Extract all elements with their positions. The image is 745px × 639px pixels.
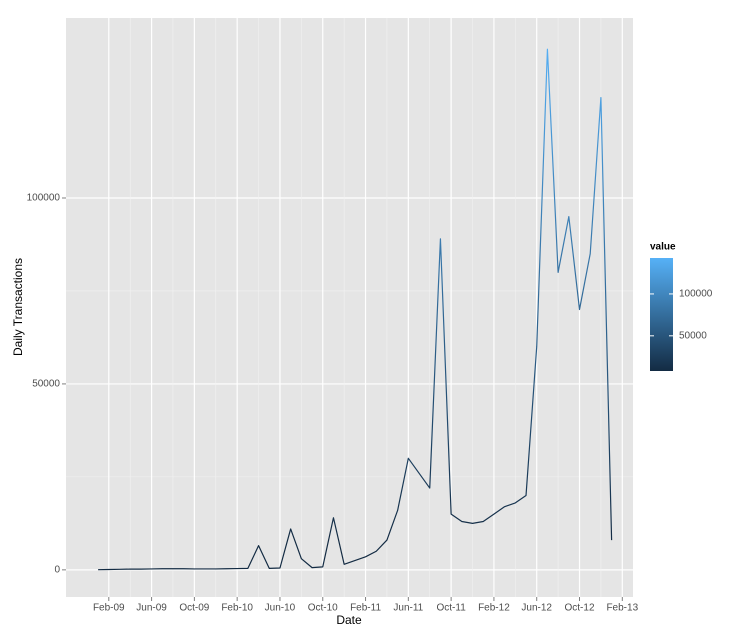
y-tick-label: 50000: [32, 379, 60, 390]
x-tick-label: Feb-10: [221, 603, 253, 614]
data-line: [98, 48, 613, 571]
x-tick-label: Feb-09: [93, 603, 125, 614]
x-tick-label: Oct-11: [436, 603, 466, 614]
x-tick-label: Jun-10: [265, 603, 296, 614]
x-tick-label: Jun-11: [393, 603, 423, 614]
x-tick-label: Feb-12: [478, 603, 510, 614]
x-tick-label: Feb-13: [606, 603, 638, 614]
legend-tick-label: 50000: [679, 330, 707, 341]
legend-tick-label: 100000: [679, 289, 713, 300]
x-tick-label: Oct-12: [565, 603, 595, 614]
y-tick-label: 100000: [27, 193, 61, 204]
x-tick-label: Oct-09: [179, 603, 209, 614]
legend-title: value: [650, 242, 676, 253]
x-tick-label: Feb-11: [350, 603, 381, 614]
legend-colorbar: [650, 258, 673, 371]
y-axis-title: Daily Transactions: [11, 258, 25, 356]
x-tick-label: Oct-10: [308, 603, 338, 614]
y-tick-label: 0: [54, 564, 60, 575]
x-axis-title: Date: [336, 613, 362, 627]
x-tick-label: Jun-12: [521, 603, 552, 614]
x-tick-label: Jun-09: [136, 603, 167, 614]
